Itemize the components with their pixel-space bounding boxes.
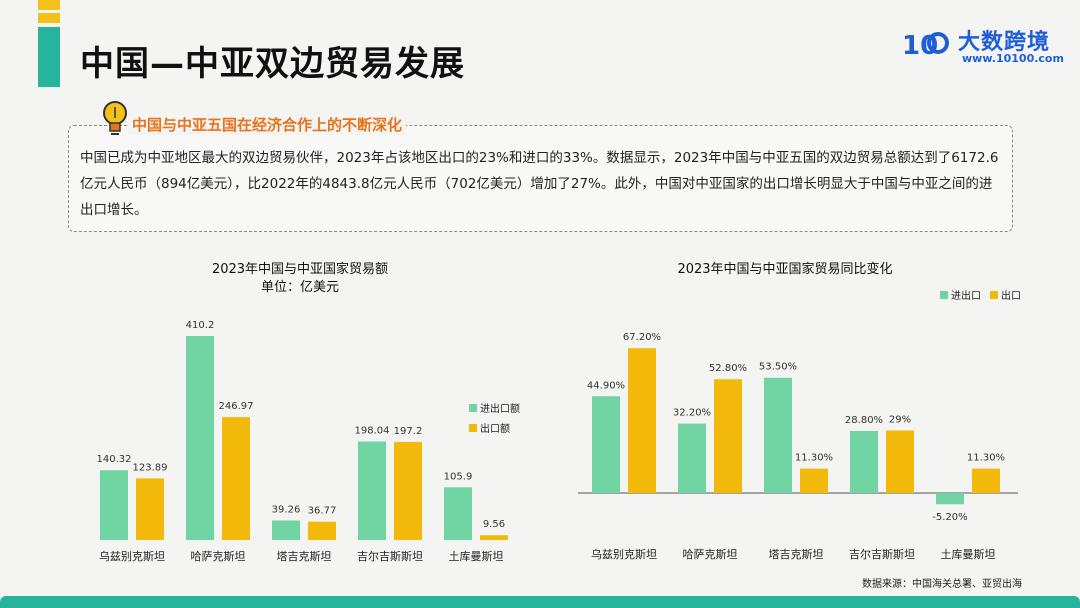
- category-label: 哈萨克斯坦: [683, 547, 738, 561]
- legend-swatch: [990, 291, 998, 299]
- summary-box: [68, 125, 1013, 232]
- data-label: 36.77: [308, 506, 337, 517]
- bar-a-3: [358, 441, 386, 540]
- bar-a-0: [100, 470, 128, 540]
- data-label: 410.2: [186, 320, 215, 331]
- data-label: 140.32: [97, 454, 132, 465]
- bar-a-1: [678, 423, 706, 493]
- bar-b-4: [972, 468, 1000, 493]
- decor-bar-teal: [38, 27, 60, 87]
- lightbulb-icon: [103, 101, 127, 135]
- data-label: 44.90%: [587, 380, 625, 391]
- data-label: -5.20%: [932, 512, 967, 523]
- data-label: 11.30%: [795, 453, 833, 464]
- bar-a-2: [272, 520, 300, 540]
- bar-a-1: [186, 336, 214, 540]
- logo-mark-icon: 10: [902, 31, 949, 61]
- legend-label: 出口: [1001, 290, 1021, 302]
- legend-label: 进出口: [951, 290, 981, 302]
- legend-label: 出口额: [480, 422, 510, 435]
- data-label: 28.80%: [845, 415, 883, 426]
- legend-swatch: [469, 404, 477, 412]
- bar-b-1: [222, 417, 250, 540]
- chart1-unit: 单位：亿美元: [260, 280, 339, 295]
- data-label: 246.97: [219, 401, 254, 412]
- decor-bar-gold: [38, 0, 60, 10]
- chart1-title: 2023年中国与中亚国家贸易额: [211, 262, 389, 277]
- data-label: 39.26: [272, 504, 301, 515]
- decor-bar-gold-2: [38, 13, 60, 23]
- bar-b-2: [800, 468, 828, 493]
- bar-a-3: [850, 430, 878, 493]
- category-label: 塔吉克斯坦: [769, 547, 824, 561]
- chart2-title: 2023年中国与中亚国家贸易同比变化: [677, 262, 893, 277]
- chart-yoy-change: 44.90% 67.20% 乌兹别克斯坦 32.20% 52.80% 哈萨克斯坦 53.50…: [578, 290, 1021, 561]
- data-label: 198.04: [355, 426, 390, 437]
- logo-name: 大数跨境: [958, 30, 1051, 55]
- data-source: 数据来源：中国海关总署、亚贸出海: [862, 579, 1022, 590]
- category-label: 乌兹别克斯坦: [99, 549, 165, 563]
- page-title: 中国—中亚双边贸易发展: [80, 44, 465, 84]
- logo-url: www.10100.com: [962, 52, 1064, 65]
- data-label: 32.20%: [673, 408, 711, 419]
- bar-b-4: [480, 535, 508, 540]
- category-label: 吉尔吉斯斯坦: [357, 549, 423, 563]
- category-label: 土库曼斯坦: [941, 547, 996, 561]
- data-label: 67.20%: [623, 332, 661, 343]
- bar-b-0: [136, 478, 164, 540]
- bar-a-4: [444, 487, 472, 540]
- data-label: 52.80%: [709, 363, 747, 374]
- data-label: 197.2: [394, 426, 423, 437]
- bar-b-0: [628, 348, 656, 493]
- legend-swatch: [469, 424, 477, 432]
- legend-label: 进出口额: [480, 402, 520, 415]
- data-label: 11.30%: [967, 453, 1005, 464]
- data-label: 105.9: [444, 471, 473, 482]
- data-label: 123.89: [133, 462, 168, 473]
- brand-logo: 10 大数跨境 www.10100.com: [900, 22, 1064, 68]
- section-subtitle: 中国与中亚五国在经济合作上的不断深化: [128, 114, 407, 135]
- category-label: 吉尔吉斯斯坦: [849, 547, 915, 561]
- legend-swatch: [940, 291, 948, 299]
- bar-a-4: [936, 493, 964, 505]
- data-label: 29%: [889, 415, 911, 426]
- category-label: 哈萨克斯坦: [191, 549, 246, 563]
- bar-b-3: [394, 441, 422, 540]
- category-label: 塔吉克斯坦: [277, 549, 332, 563]
- bar-b-2: [308, 521, 336, 540]
- bar-b-3: [886, 430, 914, 493]
- data-label: 9.56: [483, 519, 505, 530]
- bar-a-2: [764, 377, 792, 493]
- bar-b-1: [714, 379, 742, 493]
- bottom-band: [0, 596, 1080, 608]
- summary-text: 中国已成为中亚地区最大的双边贸易伙伴，2023年占该地区出口的23%和进口的33…: [80, 150, 999, 218]
- bar-a-0: [592, 396, 620, 493]
- category-label: 土库曼斯坦: [449, 549, 504, 563]
- category-label: 乌兹别克斯坦: [591, 547, 657, 561]
- data-label: 53.50%: [759, 362, 797, 373]
